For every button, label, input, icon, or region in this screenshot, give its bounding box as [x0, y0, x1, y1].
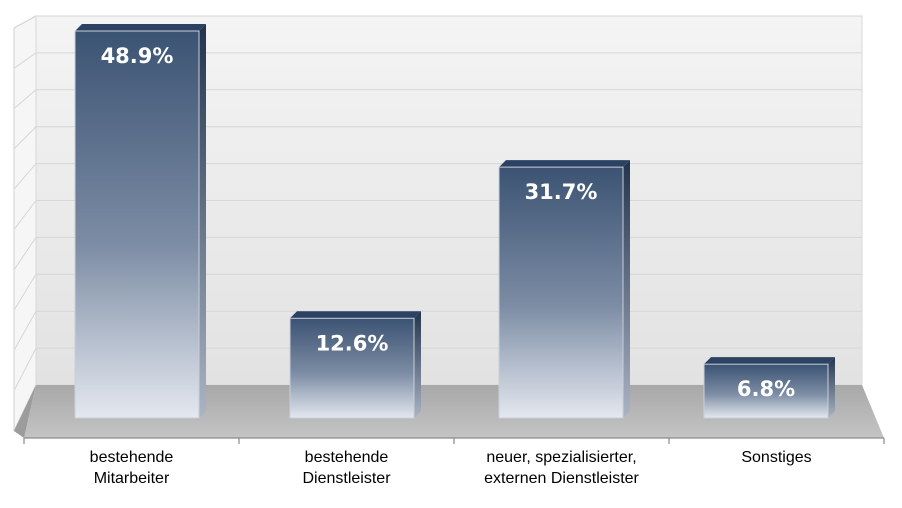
- gridline-side: [13, 310, 37, 351]
- x-tick-label: bestehende Mitarbeiter: [89, 449, 174, 487]
- bar-value-label: 12.6%: [316, 331, 389, 355]
- floor-corner: [14, 385, 36, 438]
- bar: 6.8%: [703, 357, 835, 419]
- x-tick-label: bestehende Dienstleister: [302, 449, 391, 487]
- gridline-side: [13, 274, 37, 311]
- bar-value-label: 48.9%: [101, 44, 174, 68]
- gridline-side: [13, 126, 37, 150]
- bar-side: [414, 311, 421, 418]
- bar-front: [74, 30, 200, 419]
- bar-front: [498, 166, 624, 419]
- gridline-side: [13, 15, 37, 29]
- bar-top: [499, 160, 630, 168]
- bar-front: [703, 363, 829, 419]
- gridline-side: [13, 89, 37, 109]
- gridline-side: [13, 237, 37, 271]
- bar-value-label: 31.7%: [525, 180, 598, 204]
- bar-top: [75, 24, 206, 31]
- bar-side: [623, 160, 630, 419]
- bar-side: [199, 24, 206, 418]
- bar: 12.6%: [289, 311, 421, 419]
- gridline-side: [13, 163, 37, 190]
- bar-top: [704, 357, 835, 365]
- bar: 48.9%: [74, 24, 206, 419]
- bar-side: [828, 357, 835, 418]
- bar-value-label: 6.8%: [737, 377, 795, 401]
- gridline-side: [13, 52, 37, 69]
- gridline-side: [13, 200, 37, 230]
- bar-front: [289, 317, 415, 419]
- bar: 31.7%: [498, 160, 630, 419]
- gridline-side: [13, 347, 37, 391]
- x-tick-label: neuer, spezialisierter, externen Dienstl…: [484, 449, 639, 487]
- bar-top: [290, 311, 421, 319]
- floor: [24, 385, 884, 438]
- x-tick-label: Sonstiges: [741, 449, 812, 466]
